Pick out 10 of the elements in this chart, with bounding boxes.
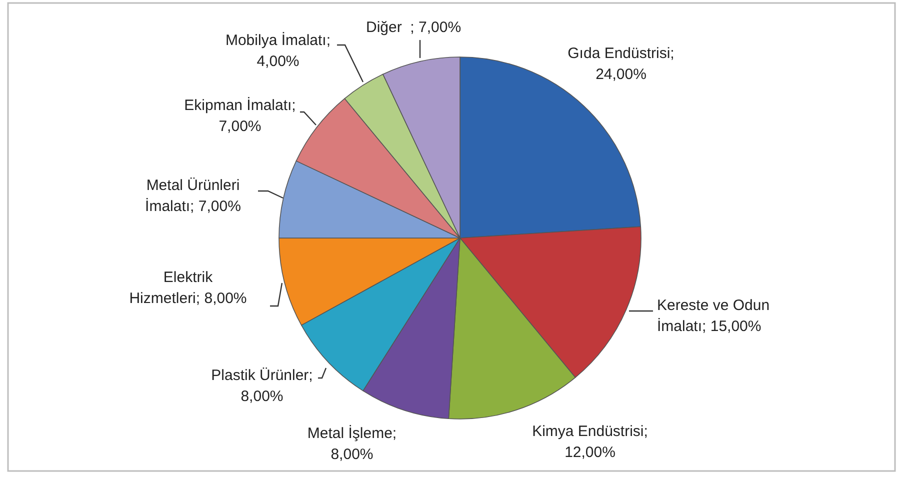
slice-label: Metal Ürünleri İmalatı; 7,00% xyxy=(145,177,241,215)
slice-label: Metal İşleme; 8,00% xyxy=(307,424,397,463)
slice-label: Ekipman İmalatı; 7,00% xyxy=(184,96,296,135)
slice-label: Kimya Endüstrisi; 12,00% xyxy=(532,423,648,461)
slice-label: Plastik Ürünler; 8,00% xyxy=(211,367,313,405)
slice-label: Mobilya İmalatı; 4,00% xyxy=(225,31,331,70)
slice-label: Diğer ; 7,00% xyxy=(366,19,462,36)
slice-label: Kereste ve Odun İmalatı; 15,00% xyxy=(657,297,770,335)
slice-label: Elektrik Hizmetleri; 8,00% xyxy=(129,269,247,307)
slice-label: Gıda Endüstrisi; 24,00% xyxy=(568,45,674,83)
